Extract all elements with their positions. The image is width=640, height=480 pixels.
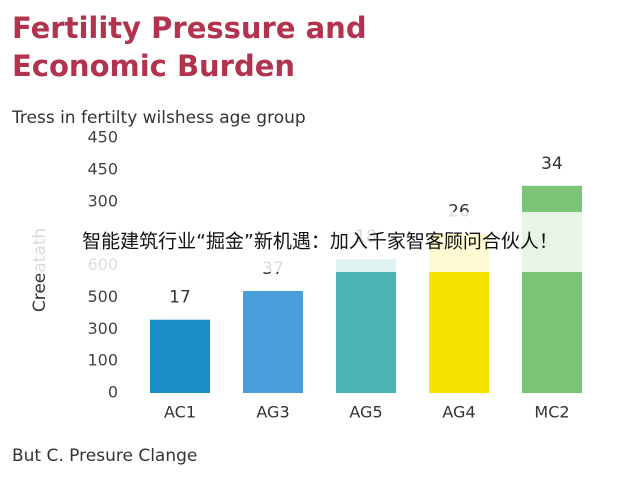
y-tick-label: 450 [87, 128, 118, 147]
chart-title: Fertility Pressure and [12, 11, 367, 45]
banner-text[interactable]: 智能建筑行业“掘金”新机遇：加入千家智客顾问合伙人！ [82, 231, 558, 253]
y-tick-label: 500 [87, 287, 118, 306]
bar [150, 319, 210, 393]
x-tick-label: AC1 [164, 403, 196, 422]
bar [243, 291, 303, 393]
y-tick-label: 450 [87, 159, 118, 178]
x-tick-label: AG4 [442, 403, 475, 422]
x-tick-label: AG3 [256, 403, 289, 422]
chart-subtitle: Tress in fertilty wilshess age group [11, 108, 306, 128]
x-tick-label: AG5 [349, 403, 382, 422]
x-tick-label: MC2 [534, 403, 569, 422]
y-tick-label: 300 [87, 191, 118, 210]
bar [336, 259, 396, 393]
y-tick-label: 100 [87, 351, 118, 370]
footer: But C. Presure Clange [12, 446, 197, 466]
y-tick-label: 0 [108, 383, 118, 402]
banner-bg [0, 212, 640, 272]
value-label: 17 [169, 288, 191, 308]
value-label: 34 [541, 154, 563, 174]
y-tick-label: 300 [87, 319, 118, 338]
chart-title: Economic Burden [12, 49, 295, 83]
